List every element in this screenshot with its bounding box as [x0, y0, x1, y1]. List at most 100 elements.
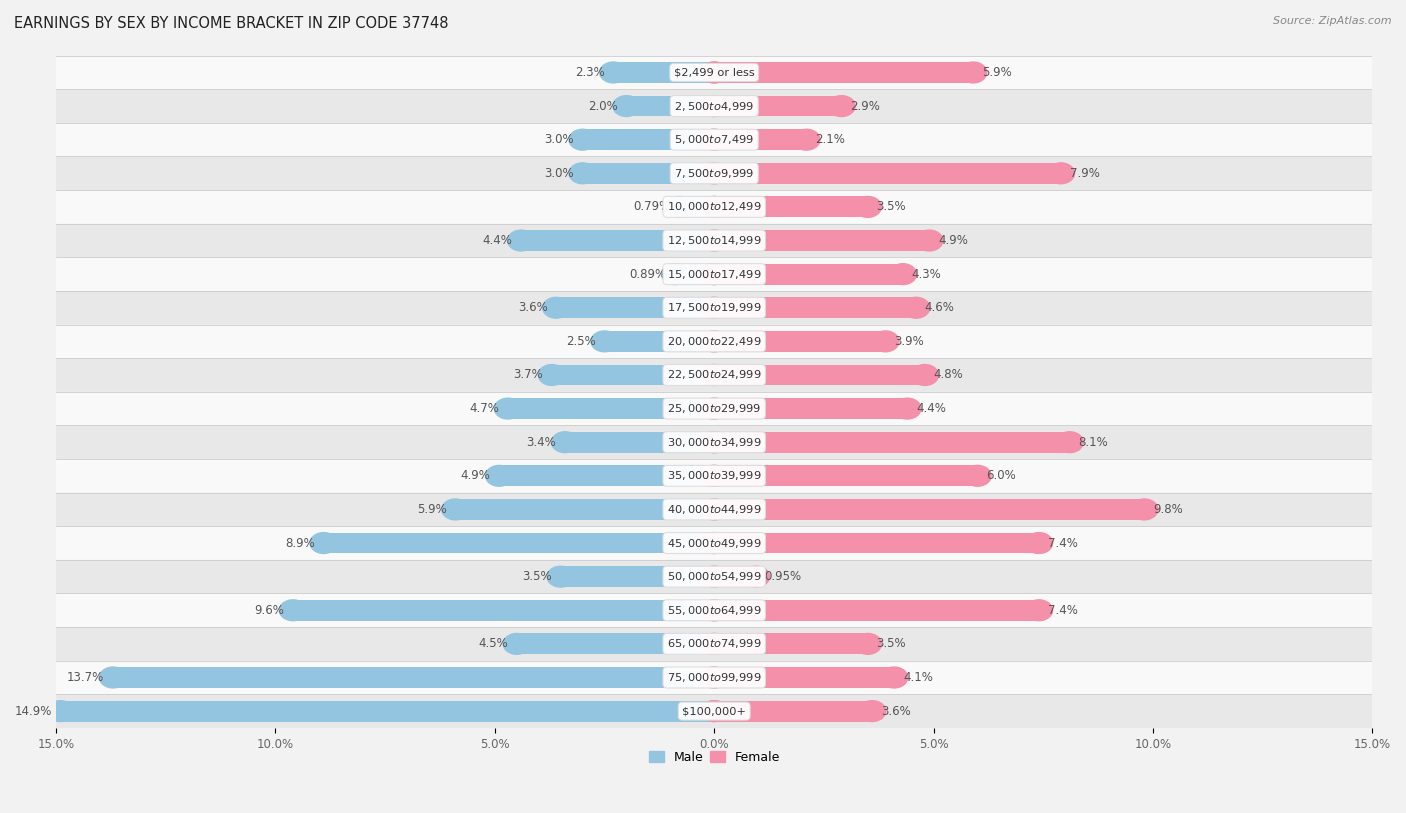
Bar	[60, 701, 714, 721]
Circle shape	[547, 566, 574, 587]
Text: 4.9%: 4.9%	[461, 469, 491, 482]
Circle shape	[700, 364, 728, 385]
Text: 13.7%: 13.7%	[67, 671, 104, 684]
Circle shape	[700, 398, 728, 419]
Circle shape	[100, 667, 127, 688]
Circle shape	[700, 566, 728, 587]
Text: 7.4%: 7.4%	[1047, 604, 1077, 617]
Circle shape	[700, 499, 728, 520]
Circle shape	[700, 633, 728, 654]
Circle shape	[700, 263, 728, 285]
Bar	[714, 230, 929, 251]
Circle shape	[700, 398, 728, 419]
FancyBboxPatch shape	[56, 392, 1372, 425]
Circle shape	[915, 230, 943, 251]
Text: $100,000+: $100,000+	[682, 706, 747, 716]
Circle shape	[700, 129, 728, 150]
Circle shape	[495, 398, 522, 419]
Circle shape	[569, 129, 596, 150]
Circle shape	[700, 298, 728, 318]
Text: 0.79%: 0.79%	[634, 201, 671, 213]
Text: $30,000 to $34,999: $30,000 to $34,999	[666, 436, 762, 449]
FancyBboxPatch shape	[56, 560, 1372, 593]
Text: 3.7%: 3.7%	[513, 368, 543, 381]
Bar	[714, 197, 868, 217]
Text: 8.9%: 8.9%	[285, 537, 315, 550]
Circle shape	[700, 129, 728, 150]
Bar	[323, 533, 714, 554]
Text: 4.7%: 4.7%	[470, 402, 499, 415]
Circle shape	[855, 197, 882, 217]
Circle shape	[700, 263, 728, 285]
Bar	[714, 667, 894, 688]
Circle shape	[441, 499, 470, 520]
Circle shape	[880, 667, 908, 688]
Bar	[714, 533, 1039, 554]
Text: $40,000 to $44,999: $40,000 to $44,999	[666, 503, 762, 516]
Text: 2.5%: 2.5%	[567, 335, 596, 348]
Text: 3.0%: 3.0%	[544, 167, 574, 180]
Bar	[714, 701, 872, 721]
Text: 2.9%: 2.9%	[851, 99, 880, 112]
FancyBboxPatch shape	[56, 190, 1372, 224]
Circle shape	[700, 96, 728, 116]
Circle shape	[911, 364, 938, 385]
Legend: Male, Female: Male, Female	[644, 746, 785, 769]
Circle shape	[700, 701, 728, 721]
Circle shape	[903, 298, 929, 318]
Text: 4.6%: 4.6%	[925, 302, 955, 315]
Circle shape	[1025, 600, 1053, 620]
Bar	[553, 364, 714, 385]
Text: 3.6%: 3.6%	[517, 302, 547, 315]
Bar	[613, 62, 714, 83]
Text: 7.4%: 7.4%	[1047, 537, 1077, 550]
Circle shape	[742, 566, 769, 587]
Circle shape	[828, 96, 855, 116]
Text: 14.9%: 14.9%	[14, 705, 52, 718]
Bar	[508, 398, 714, 419]
Text: 2.0%: 2.0%	[588, 99, 617, 112]
Bar	[714, 600, 1039, 620]
Text: $35,000 to $39,999: $35,000 to $39,999	[666, 469, 762, 482]
Bar	[565, 432, 714, 453]
Text: 4.1%: 4.1%	[903, 671, 932, 684]
Bar	[605, 331, 714, 352]
FancyBboxPatch shape	[56, 526, 1372, 560]
Bar	[714, 364, 925, 385]
Bar	[522, 230, 714, 251]
Text: 2.3%: 2.3%	[575, 66, 605, 79]
Circle shape	[662, 263, 689, 285]
Circle shape	[700, 465, 728, 486]
Circle shape	[700, 364, 728, 385]
Text: $25,000 to $29,999: $25,000 to $29,999	[666, 402, 761, 415]
Text: 4.4%: 4.4%	[482, 234, 512, 247]
Circle shape	[543, 298, 569, 318]
Bar	[714, 331, 886, 352]
Text: $10,000 to $12,499: $10,000 to $12,499	[666, 201, 762, 213]
Circle shape	[666, 197, 693, 217]
Bar	[714, 465, 977, 486]
Circle shape	[700, 600, 728, 620]
Circle shape	[600, 62, 627, 83]
Circle shape	[551, 432, 579, 453]
Circle shape	[700, 230, 728, 251]
Bar	[714, 62, 973, 83]
Text: Source: ZipAtlas.com: Source: ZipAtlas.com	[1274, 16, 1392, 26]
Circle shape	[700, 667, 728, 688]
Bar	[714, 499, 1144, 520]
Text: 4.9%: 4.9%	[938, 234, 967, 247]
Circle shape	[890, 263, 917, 285]
Text: $15,000 to $17,499: $15,000 to $17,499	[666, 267, 762, 280]
Text: 3.6%: 3.6%	[882, 705, 911, 718]
Text: 4.4%: 4.4%	[917, 402, 946, 415]
Circle shape	[793, 129, 820, 150]
Circle shape	[700, 432, 728, 453]
Bar	[714, 96, 841, 116]
Bar	[714, 263, 903, 285]
Bar	[499, 465, 714, 486]
Text: 3.4%: 3.4%	[526, 436, 557, 449]
Circle shape	[700, 96, 728, 116]
Bar	[517, 633, 714, 654]
Circle shape	[700, 331, 728, 352]
FancyBboxPatch shape	[56, 425, 1372, 459]
